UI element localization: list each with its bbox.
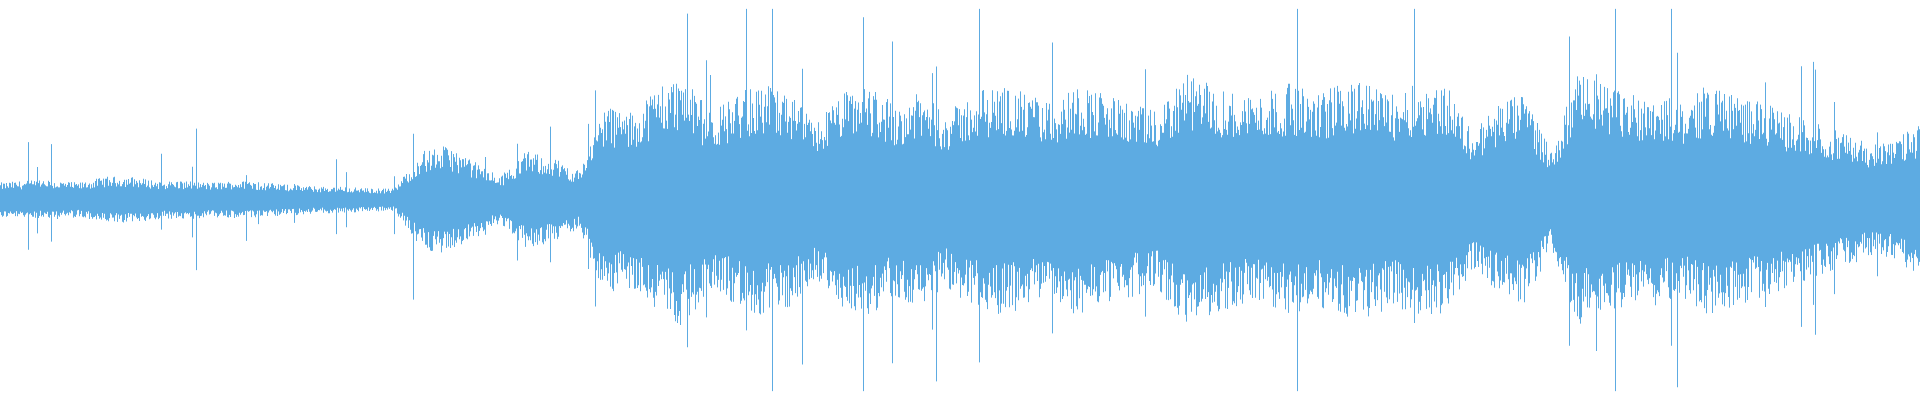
waveform-path [0, 8, 1920, 392]
